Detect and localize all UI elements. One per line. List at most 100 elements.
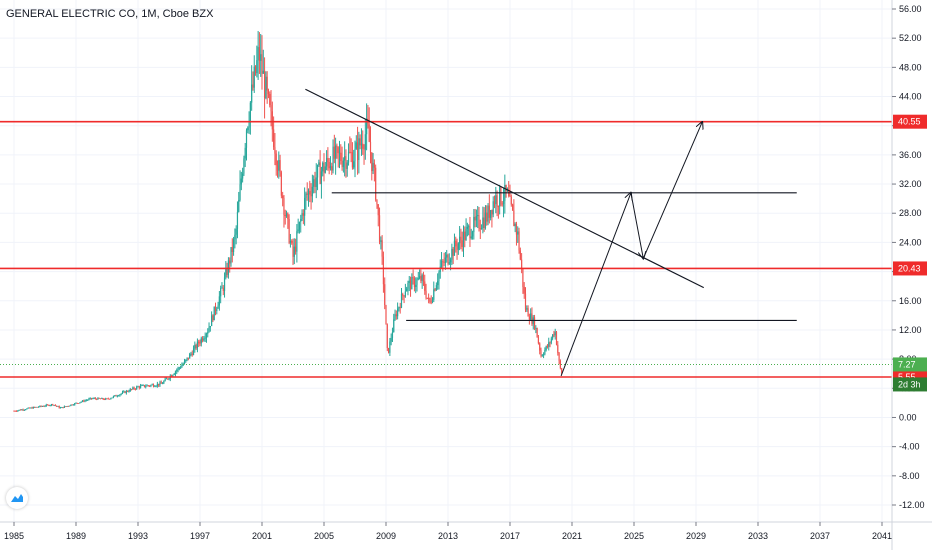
candle-body: [138, 386, 140, 388]
candle-body: [394, 314, 396, 320]
x-tick-label: 2005: [314, 531, 334, 541]
candle-body: [386, 324, 388, 348]
candle-body: [479, 228, 481, 230]
candle-body: [248, 122, 250, 128]
candle-body: [242, 173, 244, 179]
candle-body: [66, 406, 68, 407]
y-tick-label: 56.00: [899, 4, 922, 14]
candle-body: [111, 397, 113, 399]
candle-body: [275, 153, 277, 166]
candle-body: [168, 378, 170, 380]
candle-body: [366, 118, 368, 135]
x-tick-label: 2037: [810, 531, 830, 541]
candle-body: [156, 383, 158, 386]
candle-body: [229, 260, 231, 264]
candle-body: [422, 275, 425, 282]
candle-body: [424, 281, 426, 291]
candle-body: [319, 162, 321, 184]
candle-body: [435, 285, 437, 291]
candle-body: [425, 290, 427, 298]
candle-body: [85, 400, 87, 401]
candle-body: [462, 231, 465, 247]
candle-body: [428, 297, 430, 299]
candle-body: [307, 190, 310, 195]
candle-body: [209, 326, 211, 328]
candle-body: [59, 407, 62, 409]
candle-body: [542, 354, 545, 356]
candle-body: [505, 185, 507, 191]
descending-trend-line[interactable]: [305, 88, 705, 289]
y-tick-label: 12.00: [899, 325, 922, 335]
candle-body: [177, 367, 179, 371]
candle-body: [56, 405, 58, 407]
candle-body: [449, 259, 452, 263]
candle-body: [434, 289, 436, 291]
y-tick-label: 24.00: [899, 237, 922, 247]
candle-body: [119, 394, 121, 396]
candle-body: [418, 276, 421, 279]
horizontal-levels[interactable]: [0, 120, 892, 378]
candle-body: [213, 306, 215, 321]
candle-body: [313, 179, 315, 187]
candle-body: [470, 236, 472, 239]
candle-body: [510, 196, 512, 205]
countdown-badge-label: 2d 3h: [898, 379, 921, 389]
last-price-badge: [893, 357, 927, 372]
candle-body: [474, 216, 476, 221]
candle-body: [282, 195, 284, 199]
drawings[interactable]: [305, 88, 797, 377]
candle-body: [541, 355, 543, 357]
candle-body: [243, 158, 245, 174]
candle-body: [19, 409, 22, 411]
candle-body: [364, 134, 366, 150]
candle-body: [300, 218, 302, 222]
candle-body: [35, 406, 37, 408]
candle-body: [353, 161, 355, 168]
candle-body: [61, 407, 63, 408]
candle-body: [226, 269, 228, 275]
candle-body: [356, 142, 359, 161]
candle-body: [500, 187, 502, 204]
candle-body: [137, 386, 139, 388]
candle-body: [220, 288, 222, 297]
candle-body: [43, 406, 45, 407]
candle-body: [443, 262, 445, 263]
y-tick-label: -4.00: [899, 442, 920, 452]
candle-body: [381, 240, 383, 257]
candle-body: [205, 333, 208, 338]
candle-body: [93, 398, 95, 399]
candle-body: [208, 327, 210, 333]
candle-body: [493, 201, 496, 205]
candle-body: [523, 286, 525, 294]
candle-body: [407, 283, 409, 289]
candle-body: [70, 404, 72, 406]
candle-body: [218, 296, 220, 306]
level-badge: [893, 261, 927, 276]
candle-body: [260, 54, 262, 61]
tradingview-logo-icon[interactable]: [6, 487, 28, 509]
projection-path-arrow[interactable]: [560, 122, 702, 377]
candle-body: [23, 409, 25, 411]
candle-body: [214, 306, 217, 311]
candle-body: [304, 197, 306, 216]
candle-body: [57, 406, 59, 407]
candle-body: [426, 297, 428, 299]
candle-body: [222, 287, 224, 291]
candle-body: [247, 127, 249, 131]
candle-body: [315, 177, 317, 188]
countdown-badge: [893, 377, 927, 392]
candle-body: [473, 216, 475, 233]
candle-body: [165, 378, 168, 380]
candle-body: [332, 146, 334, 171]
candle-body: [296, 231, 298, 252]
candle-body: [102, 398, 104, 400]
candle-body: [412, 277, 414, 279]
candle-body: [258, 47, 261, 61]
candle-body: [176, 370, 178, 372]
candle-body: [393, 319, 395, 333]
candle-body: [44, 406, 46, 407]
candle-body: [351, 152, 354, 168]
